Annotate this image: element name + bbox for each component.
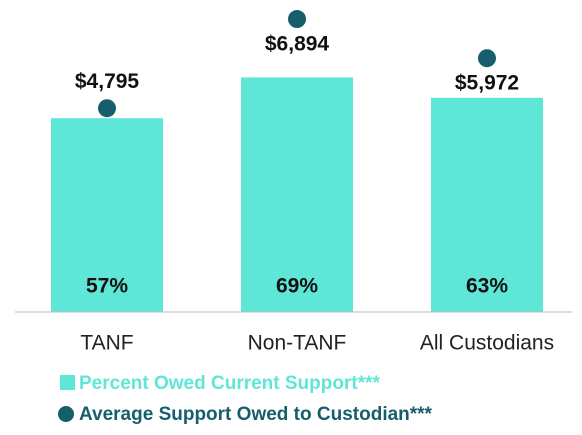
dot <box>288 10 306 29</box>
bar-label: 63% <box>466 275 508 298</box>
dot <box>478 49 496 68</box>
dot-label: $4,795 <box>75 70 140 93</box>
x-tick-label: Non-TANF <box>248 332 347 355</box>
x-tick-label: All Custodians <box>420 332 554 355</box>
x-tick-label: TANF <box>80 332 133 355</box>
dot-label: $6,894 <box>265 33 330 56</box>
dot <box>98 99 116 118</box>
dot-label: $5,972 <box>455 72 519 95</box>
bar-label: 57% <box>86 275 128 298</box>
bar <box>51 118 163 312</box>
bar <box>241 77 353 313</box>
legend-swatch <box>60 375 75 390</box>
legend-label: Percent Owed Current Support*** <box>79 373 380 394</box>
legend-swatch <box>58 406 74 422</box>
bar-label: 69% <box>276 275 318 298</box>
bar <box>431 97 543 312</box>
legend-label: Average Support Owed to Custodian*** <box>79 404 433 425</box>
